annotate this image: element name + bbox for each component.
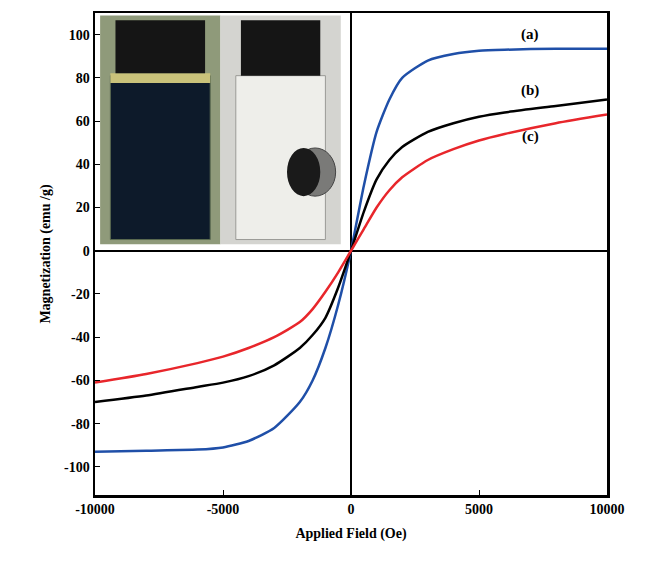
svg-text:-100: -100 bbox=[64, 460, 90, 475]
svg-text:(a): (a) bbox=[521, 26, 539, 43]
svg-text:-60: -60 bbox=[71, 373, 90, 388]
svg-text:0: 0 bbox=[348, 502, 355, 517]
svg-text:40: 40 bbox=[76, 157, 90, 172]
svg-text:Magnetization (emu /g): Magnetization (emu /g) bbox=[38, 184, 54, 324]
svg-text:-10000: -10000 bbox=[75, 502, 115, 517]
svg-text:-80: -80 bbox=[71, 417, 90, 432]
svg-text:Applied Field (Oe): Applied Field (Oe) bbox=[295, 526, 407, 542]
svg-text:5000: 5000 bbox=[465, 502, 493, 517]
svg-text:0: 0 bbox=[83, 244, 90, 259]
svg-text:60: 60 bbox=[76, 114, 90, 129]
svg-text:(b): (b) bbox=[521, 82, 539, 99]
svg-text:(c): (c) bbox=[522, 128, 539, 145]
svg-text:10000: 10000 bbox=[590, 502, 625, 517]
svg-text:-20: -20 bbox=[71, 287, 90, 302]
svg-text:80: 80 bbox=[76, 71, 90, 86]
svg-text:100: 100 bbox=[69, 28, 90, 43]
svg-text:-5000: -5000 bbox=[207, 502, 240, 517]
svg-text:-40: -40 bbox=[71, 330, 90, 345]
svg-text:20: 20 bbox=[76, 200, 90, 215]
